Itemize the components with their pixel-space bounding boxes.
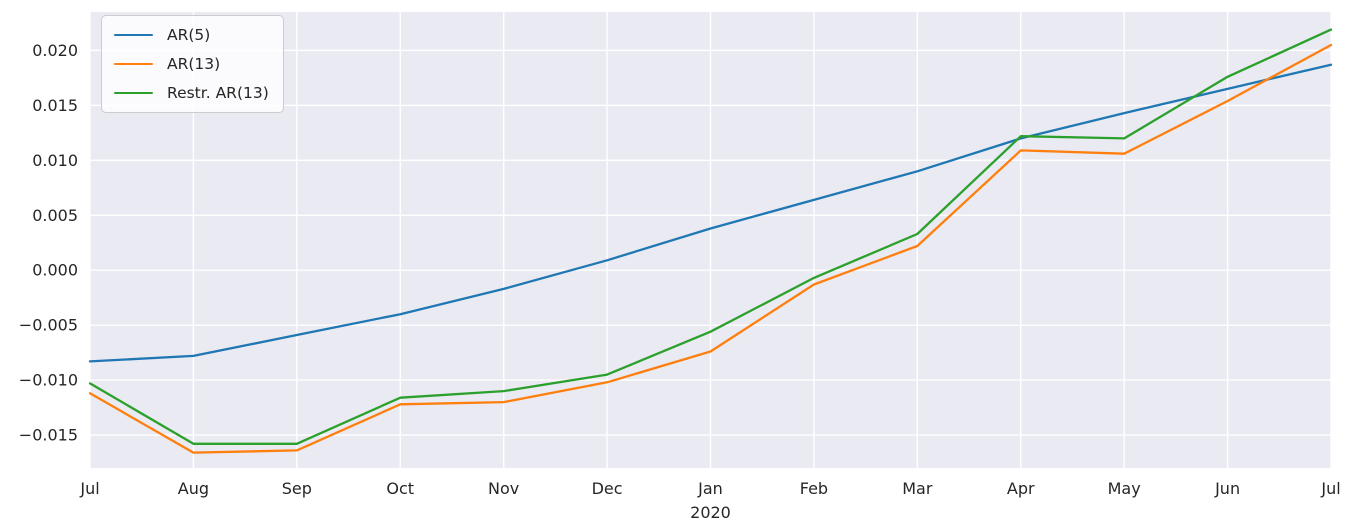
series-line-ar-5- (88, 63, 1333, 363)
x-tick-label: Sep (282, 479, 312, 498)
x-tick-label: Dec (592, 479, 623, 498)
legend-label-ar5: AR(5) (167, 26, 211, 44)
legend-item-ar13: AR(13) (114, 54, 269, 74)
x-tick-label: Feb (800, 479, 828, 498)
legend-label-ar13: AR(13) (167, 55, 221, 73)
y-tick-label: 0.020 (32, 41, 78, 60)
legend-line-swatch-restr-ar13 (114, 91, 153, 95)
x-tick-label: Oct (386, 479, 414, 498)
y-tick-label: −0.005 (19, 316, 78, 335)
x-tick-label: Nov (488, 479, 519, 498)
series-line-ar-13- (88, 43, 1333, 454)
legend-label-restr-ar13: Restr. AR(13) (167, 84, 269, 102)
x-tick-label: Jul (1320, 479, 1340, 498)
x-tick-label: Jul (79, 479, 99, 498)
x-axis-year-label: 2020 (690, 503, 731, 522)
series-line-restr-ar-13- (88, 28, 1333, 445)
x-tick-label: Apr (1007, 479, 1035, 498)
x-tick-label: May (1108, 479, 1141, 498)
x-tick-label: Mar (902, 479, 933, 498)
x-tick-label: Aug (178, 479, 209, 498)
y-tick-label: −0.015 (19, 426, 78, 445)
y-tick-label: 0.010 (32, 151, 78, 170)
x-tick-label: Jan (697, 479, 723, 498)
y-tick-label: 0.015 (32, 96, 78, 115)
legend-item-restr-ar13: Restr. AR(13) (114, 83, 269, 103)
legend-item-ar5: AR(5) (114, 25, 269, 45)
y-tick-label: −0.010 (19, 371, 78, 390)
x-tick-label: Jun (1214, 479, 1240, 498)
legend-line-swatch-ar5 (114, 33, 153, 37)
y-tick-label: 0.000 (32, 261, 78, 280)
y-tick-label: 0.005 (32, 206, 78, 225)
legend-line-swatch-ar13 (114, 62, 153, 66)
chart-legend: AR(5) AR(13) Restr. AR(13) (101, 15, 284, 113)
